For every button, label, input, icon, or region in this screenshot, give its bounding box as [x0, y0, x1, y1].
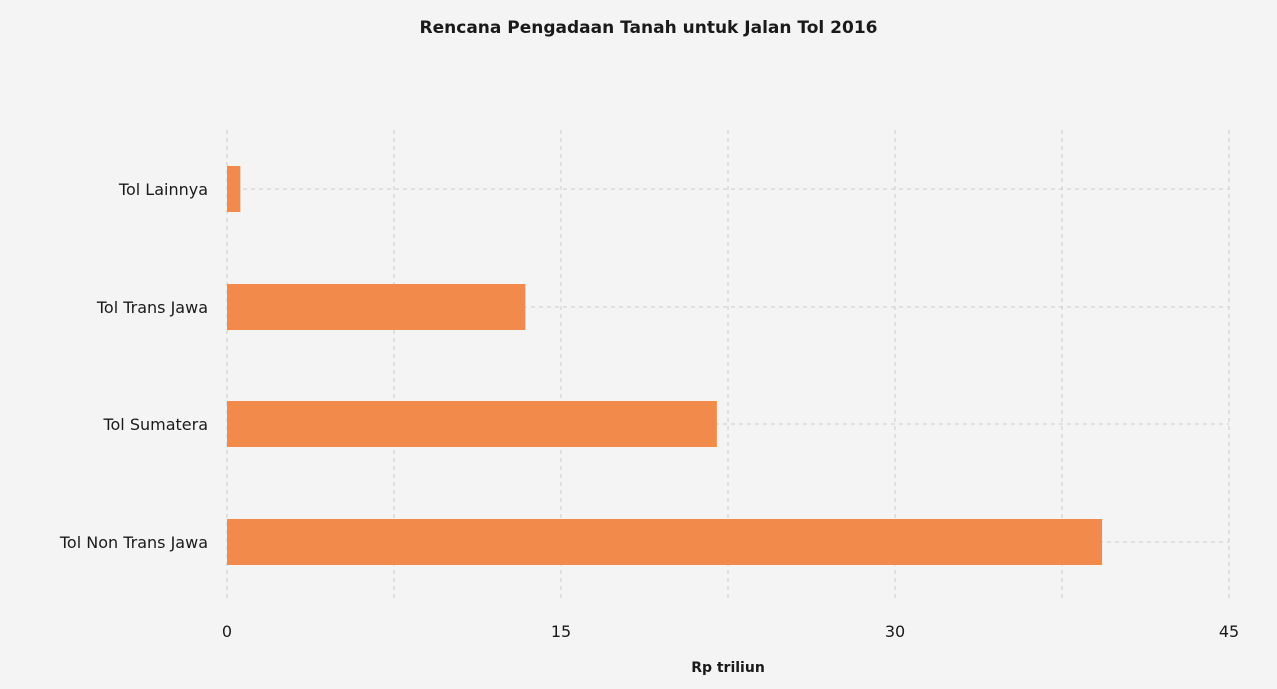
x-tick-label: 0: [222, 622, 232, 641]
x-tick-label: 30: [885, 622, 905, 641]
x-tick-label: 45: [1219, 622, 1239, 641]
bar: [227, 284, 526, 330]
x-axis-tick-labels: 0 15 30 45: [222, 622, 1239, 641]
chart-title: Rencana Pengadaan Tanah untuk Jalan Tol …: [419, 18, 878, 38]
bar: [227, 166, 241, 212]
y-tick-label: Tol Trans Jawa: [96, 298, 208, 317]
y-tick-label: Tol Lainnya: [118, 180, 208, 199]
bars: [227, 166, 1103, 565]
bar: [227, 401, 717, 447]
bar: [227, 519, 1103, 565]
y-tick-label: Tol Sumatera: [102, 415, 208, 434]
y-axis-tick-labels: Tol Lainnya Tol Trans Jawa Tol Sumatera Tol…: [59, 180, 208, 552]
x-tick-label: 15: [551, 622, 571, 641]
y-tick-label: Tol Non Trans Jawa: [59, 533, 208, 552]
x-axis-label: Rp triliun: [691, 660, 765, 676]
